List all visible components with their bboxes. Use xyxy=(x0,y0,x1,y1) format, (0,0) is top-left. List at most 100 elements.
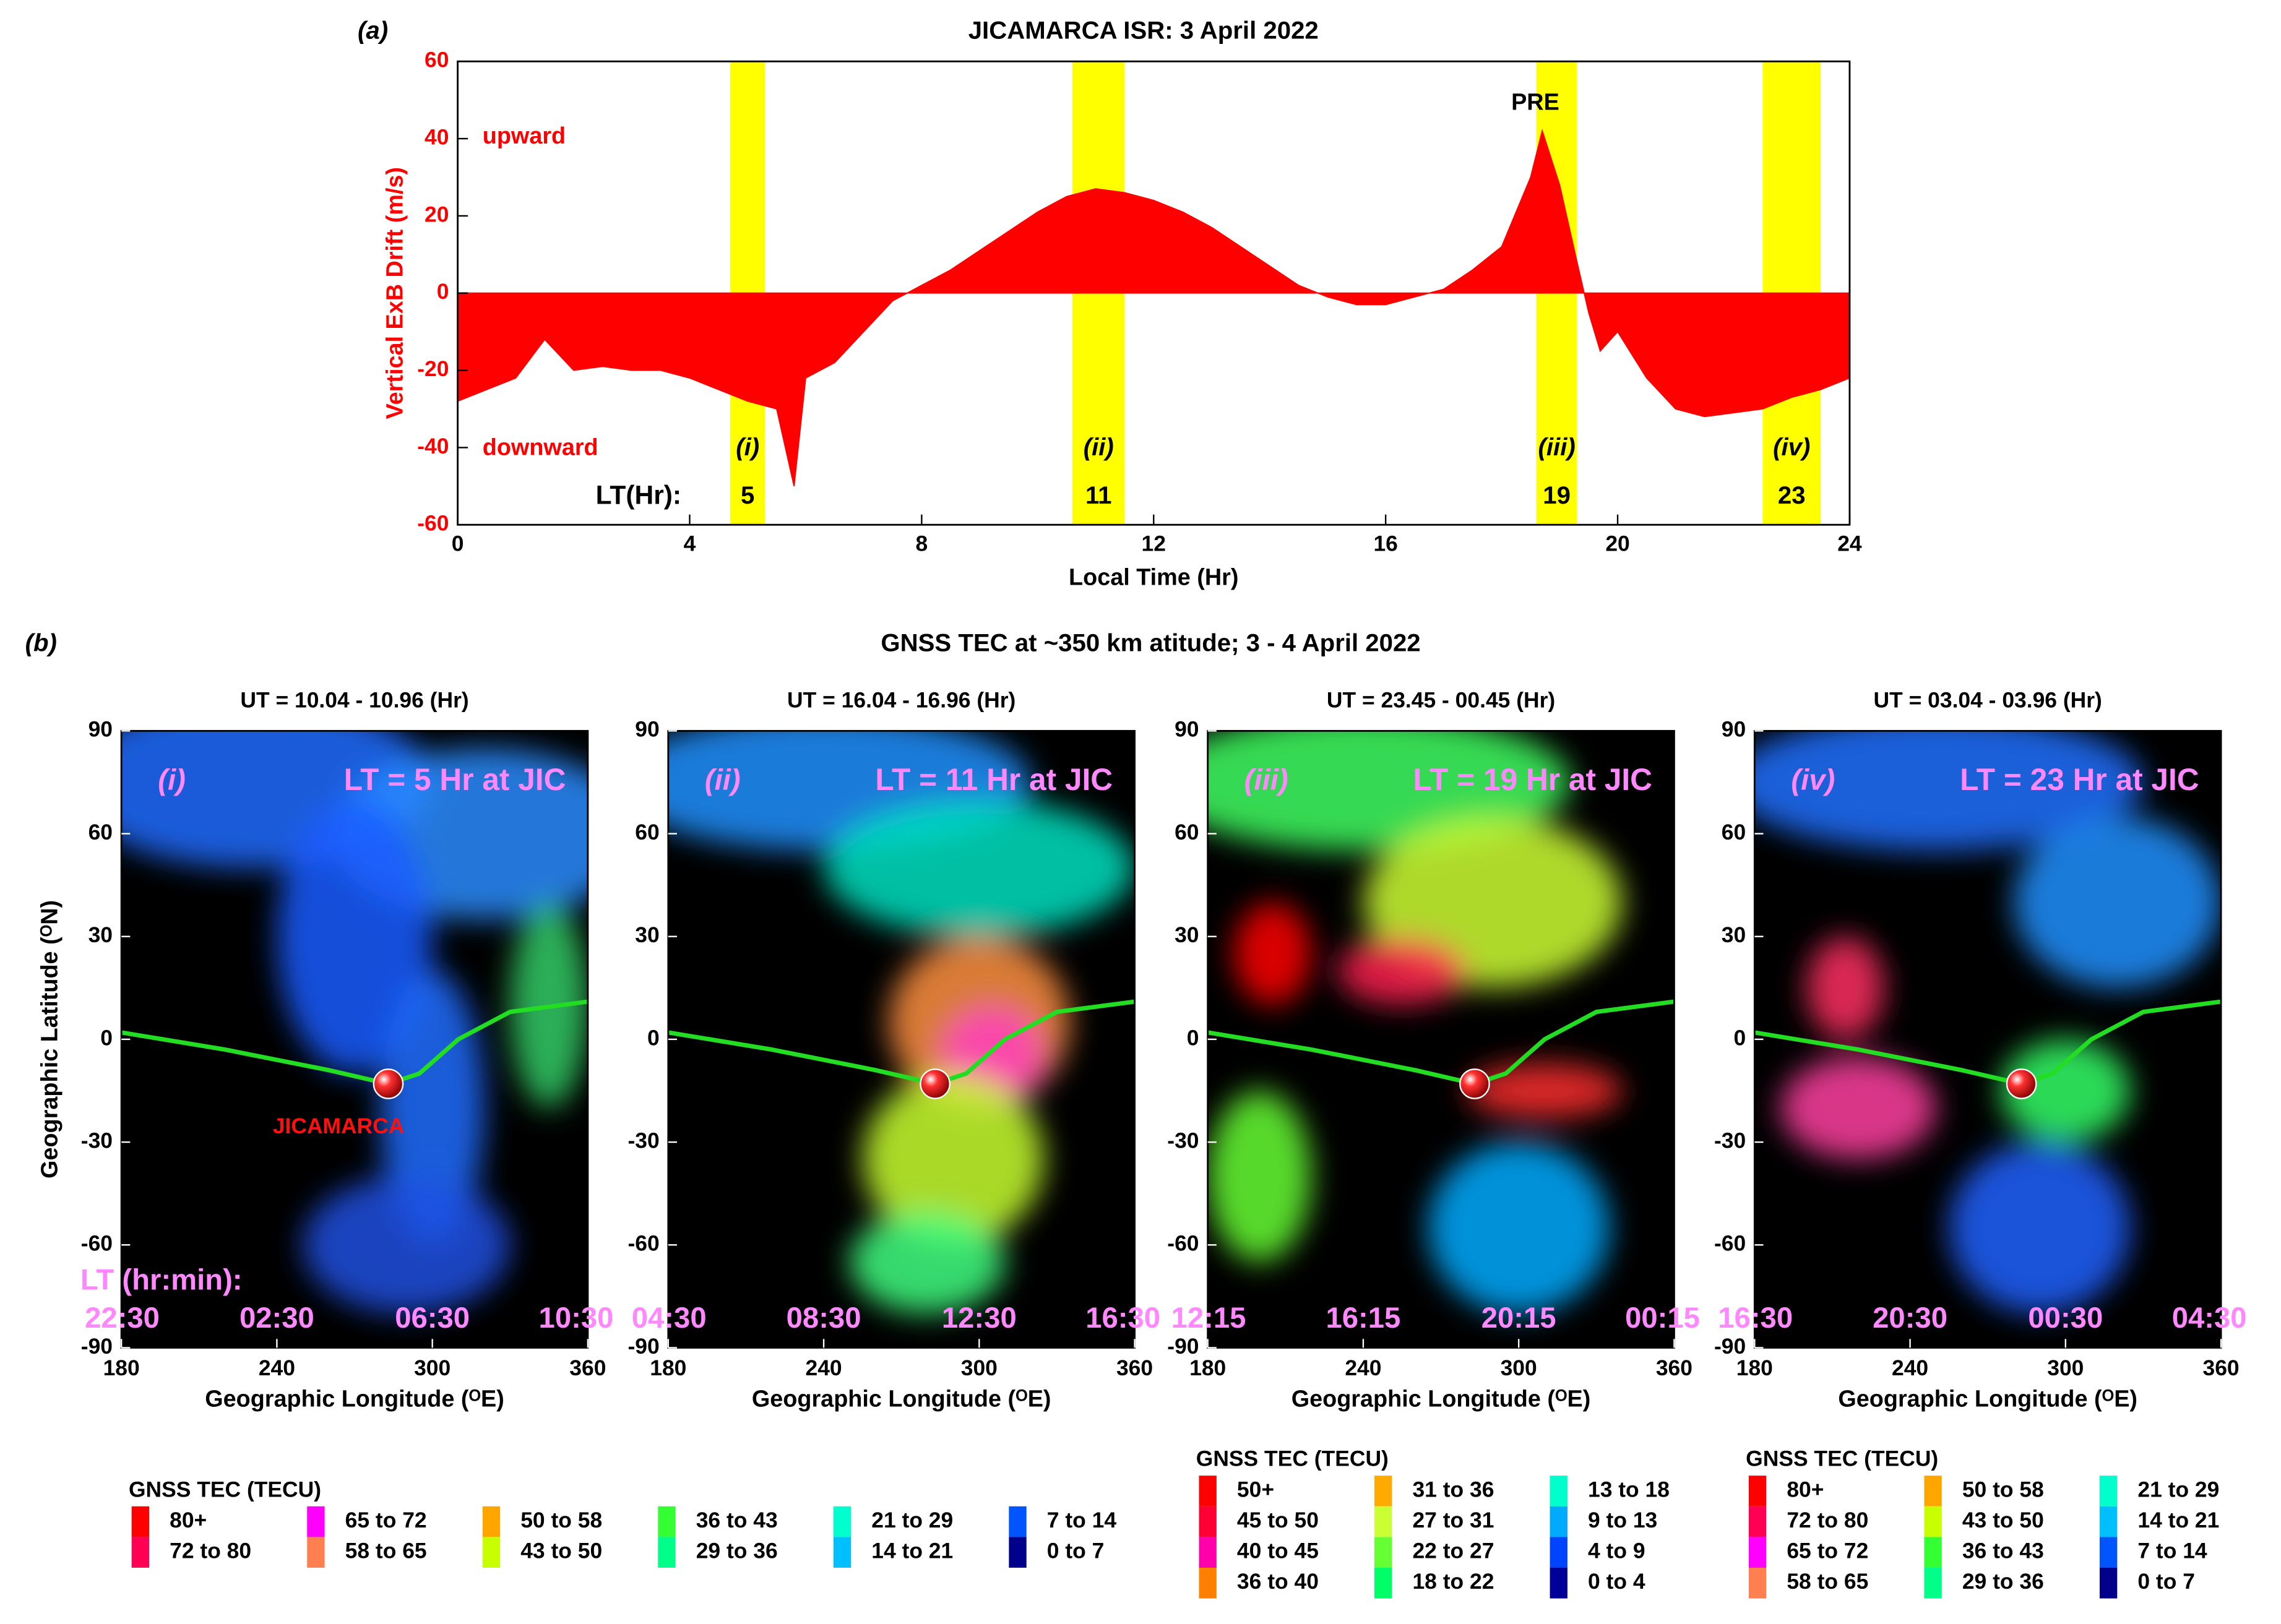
legend-title: GNSS TEC (TECU) xyxy=(1196,1446,1389,1471)
x-tick-label: 180 xyxy=(650,1355,686,1380)
legend-label: 65 to 72 xyxy=(345,1508,427,1532)
x-tick-label: 4 xyxy=(684,531,696,556)
lt-tick-label: 20:30 xyxy=(1873,1302,1947,1334)
y-tick-label: -30 xyxy=(1714,1128,1746,1153)
legend-label: 0 to 4 xyxy=(1588,1569,1645,1594)
y-tick-label: 60 xyxy=(425,48,449,72)
legend-swatch xyxy=(1374,1568,1392,1599)
legend-label: 58 to 65 xyxy=(1787,1569,1868,1594)
legend-swatch xyxy=(1748,1506,1767,1537)
x-tick-label: 180 xyxy=(1189,1355,1226,1380)
tec-patch xyxy=(1780,1056,1936,1159)
lt-tick-label: 02:30 xyxy=(239,1302,314,1334)
y-tick-label: 0 xyxy=(647,1025,660,1050)
lt-tick-label: 04:30 xyxy=(2172,1302,2247,1334)
legend-swatch xyxy=(2099,1506,2118,1537)
y-tick-label: -60 xyxy=(1167,1231,1199,1256)
x-tick-label: 24 xyxy=(1837,531,1862,556)
legend-swatch xyxy=(1199,1476,1217,1506)
magnetic-equator xyxy=(668,999,1135,1086)
y-tick-label: -60 xyxy=(1714,1231,1746,1256)
map-title: UT = 23.45 - 00.45 (Hr) xyxy=(1327,687,1555,712)
tec-patch xyxy=(1806,936,1884,1039)
map-annotation: LT = 11 Hr at JIC xyxy=(875,762,1113,797)
legend-label: 0 to 7 xyxy=(2137,1569,2195,1594)
legend-label: 21 to 29 xyxy=(2137,1477,2219,1502)
legend-swatch xyxy=(1748,1537,1767,1568)
tec-patch xyxy=(303,1176,511,1314)
panel-title: GNSS TEC at ~350 km atitude; 3 - 4 April… xyxy=(881,629,1420,657)
legend-label: 36 to 43 xyxy=(696,1508,778,1532)
legend-swatch xyxy=(131,1537,150,1568)
legend-label: 43 to 50 xyxy=(520,1539,602,1563)
y-tick-label: -90 xyxy=(1167,1334,1199,1359)
tec-blobs xyxy=(668,731,1135,1314)
tec-patch xyxy=(849,1210,1006,1314)
drift-area xyxy=(457,129,1850,487)
map-annotation: LT = 19 Hr at JIC xyxy=(1413,762,1652,797)
map-panel-label: (i) xyxy=(158,764,186,797)
legend-swatch xyxy=(1009,1506,1027,1537)
legend-label: 50+ xyxy=(1237,1477,1274,1502)
legend-title: GNSS TEC (TECU) xyxy=(129,1477,321,1502)
tec-patch xyxy=(1428,1142,1610,1314)
legend-swatch xyxy=(1199,1506,1217,1537)
legend-swatch xyxy=(833,1537,852,1568)
lt-tick-label: 20:15 xyxy=(1481,1302,1556,1334)
y-tick-label: -90 xyxy=(627,1334,659,1359)
legend-swatch xyxy=(1009,1537,1027,1568)
band-lt: 23 xyxy=(1778,481,1806,509)
legend-swatch xyxy=(1199,1568,1217,1599)
tec-field xyxy=(1754,731,2222,1314)
y-tick-label: -60 xyxy=(417,511,449,536)
y-tick-label: -30 xyxy=(627,1128,659,1153)
y-tick-label: 60 xyxy=(1722,820,1746,844)
legend-label: 80+ xyxy=(170,1508,207,1532)
y-tick-label: 60 xyxy=(88,820,113,844)
band-lt: 5 xyxy=(741,481,754,509)
x-axis-label: Local Time (Hr) xyxy=(1069,565,1238,591)
y-tick-label: -20 xyxy=(417,356,449,381)
band-label: (iii) xyxy=(1538,433,1576,461)
x-axis-label: Geographic Longitude (ᴼE) xyxy=(752,1386,1051,1412)
y-tick-label: -30 xyxy=(1167,1128,1199,1153)
x-axis-label: Geographic Longitude (ᴼE) xyxy=(205,1386,504,1412)
x-tick-label: 360 xyxy=(2202,1355,2239,1380)
band-lt: 19 xyxy=(1543,481,1571,509)
site-marker xyxy=(1459,1068,1490,1099)
y-tick-label: 40 xyxy=(425,124,449,149)
legend-label: 21 to 29 xyxy=(871,1508,953,1532)
map-panel-label: (ii) xyxy=(705,764,741,797)
map-annotation: LT = 23 Hr at JIC xyxy=(1960,762,2199,797)
site-marker xyxy=(920,1068,951,1099)
y-tick-label: -90 xyxy=(81,1334,113,1359)
tec-patch xyxy=(862,1073,1044,1245)
tec-patch xyxy=(1754,731,2144,851)
tec-patch xyxy=(1949,1142,2131,1314)
y-tick-label: 30 xyxy=(88,922,113,947)
map-annotation: LT = 5 Hr at JIC xyxy=(344,762,566,797)
magnetic-equator xyxy=(121,999,588,1086)
legend-label: 45 to 50 xyxy=(1237,1508,1319,1532)
lt-tick-label: 04:30 xyxy=(632,1302,707,1334)
x-tick-label: 240 xyxy=(1892,1355,1928,1380)
x-tick-label: 20 xyxy=(1605,531,1629,556)
legend-label: 72 to 80 xyxy=(1787,1508,1868,1532)
y-tick-label: 60 xyxy=(1175,820,1199,844)
legend-label: 27 to 31 xyxy=(1412,1508,1494,1532)
legend-label: 14 to 21 xyxy=(2137,1508,2219,1532)
map-title: UT = 03.04 - 03.96 (Hr) xyxy=(1874,687,2102,712)
legend-label: 14 to 21 xyxy=(871,1539,953,1563)
legend-title: GNSS TEC (TECU) xyxy=(1746,1446,1938,1471)
annotation: downward xyxy=(483,434,598,460)
legend-swatch xyxy=(1550,1568,1567,1599)
legend-label: 50 to 58 xyxy=(520,1508,602,1532)
y-tick-label: 90 xyxy=(88,717,113,742)
legend-label: 72 to 80 xyxy=(170,1539,251,1563)
legend-swatch xyxy=(1924,1506,1942,1537)
lt-tick-label: 16:30 xyxy=(1718,1302,1793,1334)
x-tick-label: 360 xyxy=(569,1355,606,1380)
tec-patch xyxy=(824,799,1135,937)
